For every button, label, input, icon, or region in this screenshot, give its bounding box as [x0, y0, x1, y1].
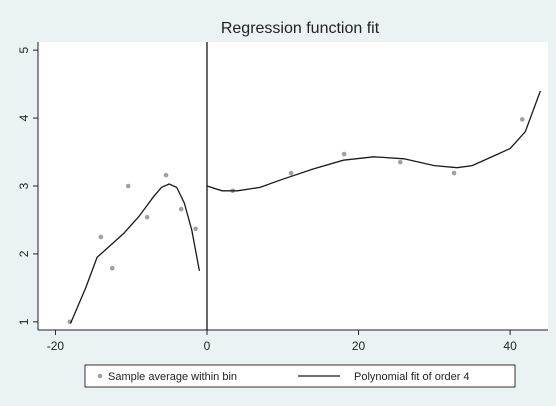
- data-point: [341, 151, 347, 157]
- legend-label: Polynomial fit of order 4: [354, 371, 470, 383]
- chart-title: Regression function fit: [221, 20, 380, 37]
- plot-area: [38, 42, 548, 330]
- x-tick-label: 20: [352, 339, 366, 353]
- data-point: [109, 265, 115, 271]
- x-tick-label: 40: [503, 339, 517, 353]
- data-point: [193, 226, 198, 232]
- data-point: [125, 183, 131, 189]
- data-point: [519, 117, 525, 122]
- legend-symbol: [97, 373, 103, 379]
- y-tick-label: 4: [17, 114, 31, 121]
- data-point: [98, 234, 104, 240]
- fit-line: [70, 90, 542, 324]
- x-tick-label: 0: [204, 339, 211, 353]
- y-tick-label: 1: [17, 318, 31, 325]
- data-point: [451, 170, 457, 176]
- data-point: [288, 170, 294, 176]
- data-point: [397, 159, 403, 165]
- legend-label: Sample average within bin: [108, 371, 237, 383]
- y-tick-label: 2: [17, 250, 31, 257]
- x-tick-label: -20: [47, 339, 65, 353]
- data-point: [178, 206, 184, 212]
- data-point: [144, 214, 150, 220]
- y-tick-label: 3: [17, 182, 31, 189]
- data-point: [163, 172, 169, 178]
- y-tick-label: 5: [17, 46, 31, 53]
